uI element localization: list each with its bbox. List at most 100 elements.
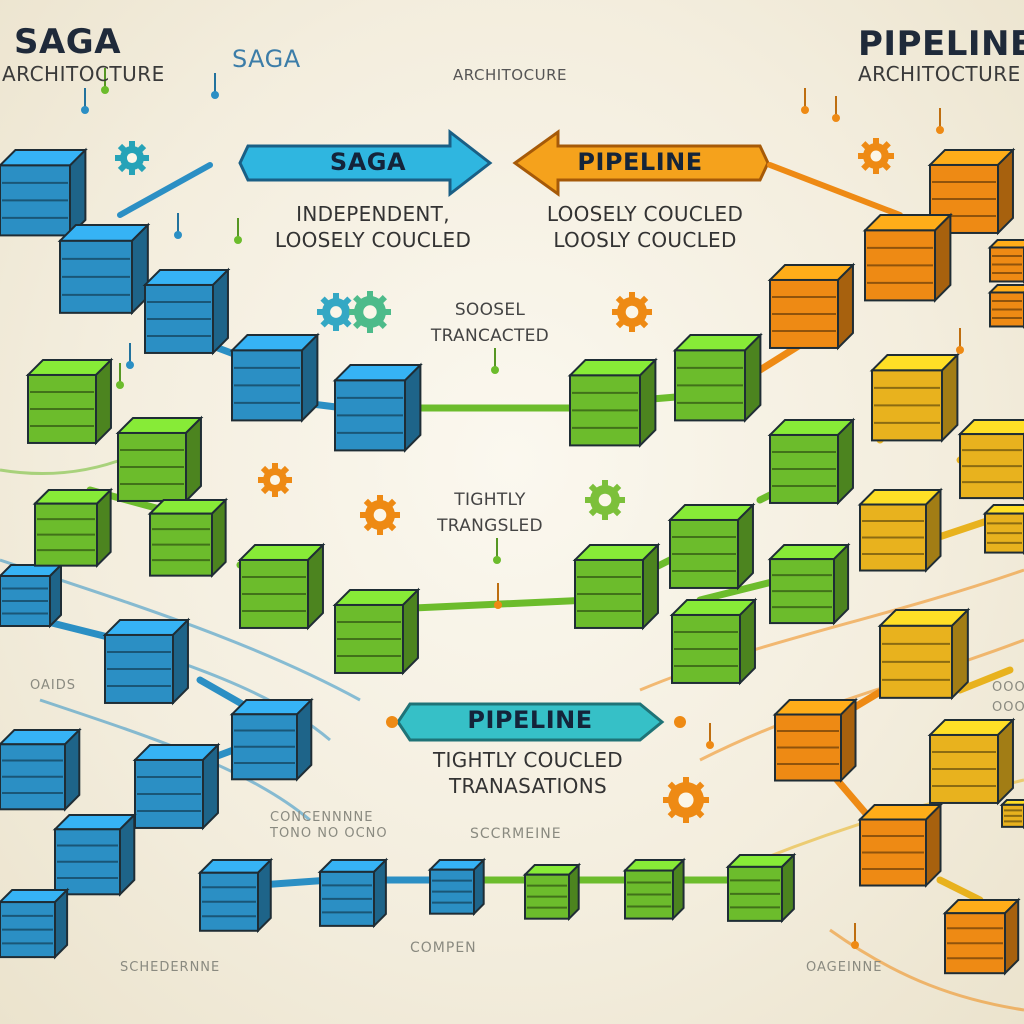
bottom-label-2: TRANASATIONS xyxy=(449,774,607,798)
transaction-cube xyxy=(147,497,229,579)
pin-dot xyxy=(101,86,109,94)
cube-side xyxy=(296,697,313,782)
bottom-label-1: TIGHTLY COUCLED xyxy=(433,748,623,772)
saga-mid-title: SAGA xyxy=(232,45,301,73)
cube-side xyxy=(96,487,112,569)
pipeline-stage-cube xyxy=(987,284,1024,329)
cube-side xyxy=(307,542,324,631)
pipeline-stage-cube xyxy=(927,717,1016,806)
gear-hole xyxy=(269,474,281,486)
banner-dot-left xyxy=(386,716,398,728)
gear-tooth xyxy=(333,323,339,331)
pipeline-stage-cube xyxy=(869,352,960,443)
transaction-cube xyxy=(672,332,763,423)
transaction-cube xyxy=(667,502,756,591)
mid-label-2a: TIGHTLY xyxy=(454,490,526,510)
saga-arrow-tail xyxy=(117,162,213,218)
gear-icon xyxy=(360,495,400,535)
pipeline-stage-cube xyxy=(942,897,1021,976)
faded-label-left: OAIDS xyxy=(30,678,76,693)
cube-side xyxy=(639,357,657,448)
pipeline-arrow-label: PIPELINE xyxy=(577,148,703,176)
cube-side xyxy=(925,487,942,573)
cube-side xyxy=(833,542,850,626)
gear-tooth xyxy=(272,489,278,497)
cube-side xyxy=(373,857,387,929)
transaction-cube xyxy=(115,415,204,504)
saga-arrow-banner xyxy=(238,128,493,198)
pin-dot xyxy=(211,91,219,99)
faded-label-bottom-right: OAGEINNE xyxy=(806,960,883,975)
swoosh-stroke xyxy=(699,638,1024,762)
cube-side xyxy=(404,362,422,453)
faded-label-center-2: TONO NO OCNO xyxy=(270,826,388,841)
pipeline-stage-cube xyxy=(772,697,858,783)
faded-label-bottom-left: SCHEDERNNE xyxy=(120,960,221,975)
cube-side xyxy=(781,852,795,924)
pipeline-stage-cube xyxy=(857,487,943,573)
gear-tooth xyxy=(683,815,689,823)
cube-side xyxy=(642,542,659,631)
pipeline-title: PIPELINE xyxy=(858,24,1024,64)
cube-side xyxy=(934,212,952,303)
cube-top xyxy=(987,284,1024,294)
cube-side xyxy=(54,887,69,960)
cube-side xyxy=(1004,897,1020,976)
saga-service-cube xyxy=(0,147,88,238)
gear-tooth xyxy=(129,167,135,175)
cube-side xyxy=(997,717,1014,806)
cube-side xyxy=(301,332,319,423)
connector xyxy=(756,341,804,374)
gear-icon xyxy=(663,777,709,823)
saga-service-cube xyxy=(0,887,70,960)
cube-top xyxy=(957,419,1024,436)
gear-tooth xyxy=(873,138,879,146)
gear-icon xyxy=(349,291,391,333)
transaction-cube xyxy=(332,587,421,676)
faded-label-right-2: OOO xyxy=(992,700,1024,715)
pipeline-stage-cube xyxy=(999,799,1024,830)
pin-dot xyxy=(174,231,182,239)
pipeline-stage-cube xyxy=(862,212,953,303)
transaction-cube xyxy=(669,597,758,686)
saga-gear-icon xyxy=(115,141,149,175)
cube-side xyxy=(257,857,272,934)
transaction-cube xyxy=(622,857,686,921)
pipeline-subtitle: ARCHITOCTURE xyxy=(858,62,1021,86)
pin-dot xyxy=(851,941,859,949)
pin-dot xyxy=(126,361,134,369)
gear-tooth xyxy=(367,325,373,333)
connector xyxy=(936,876,984,904)
cube-side xyxy=(925,802,942,888)
banner-dot-right xyxy=(674,716,686,728)
gear-hole xyxy=(363,305,377,319)
pin-dot xyxy=(116,381,124,389)
saga-subtitle: ARCHITOCTURE xyxy=(2,62,165,86)
gear-hole xyxy=(625,305,639,319)
cube-side xyxy=(744,332,762,423)
cube-side xyxy=(473,857,485,917)
mid-label-2b: TRANGSLED xyxy=(437,516,543,536)
pin-dot xyxy=(491,366,499,374)
cube-side xyxy=(119,812,136,897)
saga-service-cube xyxy=(0,727,82,812)
saga-arrow-label: SAGA xyxy=(329,148,407,176)
gear-tooth xyxy=(272,463,278,471)
pipeline-desc-line1: LOOSELY COUCLED xyxy=(546,202,744,226)
cube-side xyxy=(997,147,1014,236)
saga-service-cube xyxy=(427,857,487,917)
transaction-cube xyxy=(25,357,114,446)
saga-service-cube xyxy=(0,562,64,629)
gear-icon xyxy=(585,480,625,520)
saga-service-cube xyxy=(102,617,191,706)
connector xyxy=(956,666,1014,694)
gear-tooth xyxy=(367,291,373,299)
gear-hole xyxy=(126,152,138,164)
saga-service-cube xyxy=(197,857,274,934)
cube-side xyxy=(840,697,857,783)
transaction-cube xyxy=(767,417,856,506)
transaction-cube xyxy=(237,542,326,631)
cube-side xyxy=(172,617,189,706)
gear-hole xyxy=(870,150,882,162)
